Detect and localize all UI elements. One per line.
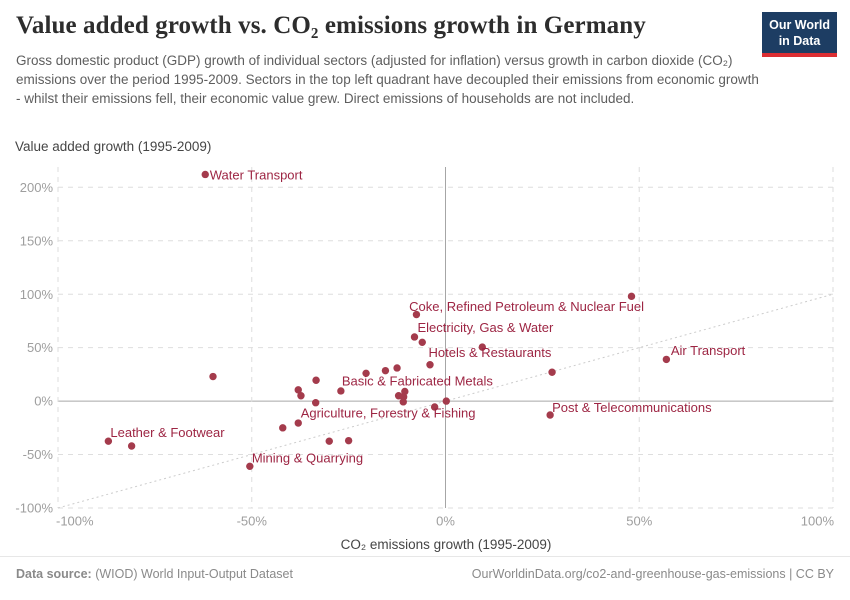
data-source: Data source: (WIOD) World Input-Output D… — [16, 567, 293, 581]
data-point[interactable] — [399, 398, 407, 406]
data-point[interactable] — [430, 403, 439, 411]
data-point[interactable] — [279, 424, 287, 432]
data-point-leather-footwear[interactable] — [104, 437, 113, 445]
y-tick-label: 50% — [27, 340, 53, 355]
data-point[interactable] — [362, 369, 370, 378]
data-point-post-telecommunications[interactable] — [546, 411, 554, 419]
y-tick-label: -100% — [15, 501, 53, 516]
data-point[interactable] — [478, 343, 487, 351]
y-tick-label: 150% — [20, 233, 54, 248]
owid-logo-line1: Our World — [769, 18, 830, 32]
x-axis-title: CO₂ emissions growth (1995-2009) — [340, 537, 552, 552]
data-point[interactable] — [294, 419, 302, 427]
point-label: Leather & Footwear — [110, 425, 225, 440]
chart-title: Value added growth vs. CO₂ emissions gro… — [16, 12, 646, 39]
x-tick-label: 0% — [436, 514, 455, 529]
x-tick-label: -100% — [56, 514, 94, 529]
point-label: Mining & Quarrying — [252, 450, 363, 465]
data-point-coke-refined-petroleum-nuclear-fuel[interactable] — [627, 292, 636, 301]
y-tick-label: 0% — [34, 394, 53, 409]
data-point[interactable] — [209, 372, 217, 381]
owid-logo: Our World in Data — [762, 12, 837, 57]
point-label: Agriculture, Forestry & Fishing — [301, 405, 476, 420]
point-label: Water Transport — [210, 168, 303, 183]
y-tick-label: 200% — [20, 180, 54, 195]
data-point-water-transport[interactable] — [201, 170, 209, 179]
data-point[interactable] — [127, 442, 136, 450]
data-point-electricity-gas-water[interactable] — [410, 333, 419, 341]
owid-logo-line2: in Data — [778, 34, 821, 48]
point-label: Air Transport — [671, 343, 746, 358]
point-label: Post & Telecommunications — [552, 400, 712, 415]
data-point[interactable] — [412, 310, 421, 319]
data-point[interactable] — [297, 392, 305, 400]
data-point[interactable] — [418, 338, 426, 347]
y-tick-label: -50% — [23, 447, 54, 462]
data-point-hotels-restaurants[interactable] — [426, 361, 434, 369]
attribution: OurWorldinData.org/co2-and-greenhouse-ga… — [471, 567, 834, 581]
data-point-agriculture-forestry-fishing[interactable] — [311, 399, 320, 407]
point-label: Coke, Refined Petroleum & Nuclear Fuel — [409, 299, 644, 314]
data-source-label: Data source: — [16, 567, 92, 581]
data-point-mining-quarrying[interactable] — [246, 462, 254, 471]
x-tick-label: 100% — [801, 514, 835, 529]
data-point[interactable] — [312, 376, 320, 384]
data-point[interactable] — [393, 364, 401, 372]
data-point[interactable] — [381, 366, 390, 375]
y-axis-title: Value added growth (1995-2009) — [15, 139, 212, 154]
data-point[interactable] — [344, 436, 353, 445]
data-point[interactable] — [325, 437, 333, 445]
data-source-text: (WIOD) World Input-Output Dataset — [91, 567, 293, 581]
data-point-air-transport[interactable] — [662, 355, 671, 364]
y-tick-label: 100% — [20, 287, 54, 302]
data-point[interactable] — [442, 397, 450, 405]
data-point[interactable] — [548, 368, 556, 376]
point-label: Electricity, Gas & Water — [418, 320, 554, 335]
point-label: Hotels & Restaurants — [429, 345, 552, 360]
data-point[interactable] — [294, 386, 302, 394]
data-point-basic-fabricated-metals[interactable] — [337, 387, 345, 395]
chart-subtitle: Gross domestic product (GDP) growth of i… — [16, 53, 759, 107]
x-tick-label: -50% — [237, 514, 268, 529]
x-tick-label: 50% — [626, 514, 652, 529]
chart-footer: Data source: (WIOD) World Input-Output D… — [0, 556, 850, 600]
point-label: Basic & Fabricated Metals — [342, 373, 494, 388]
